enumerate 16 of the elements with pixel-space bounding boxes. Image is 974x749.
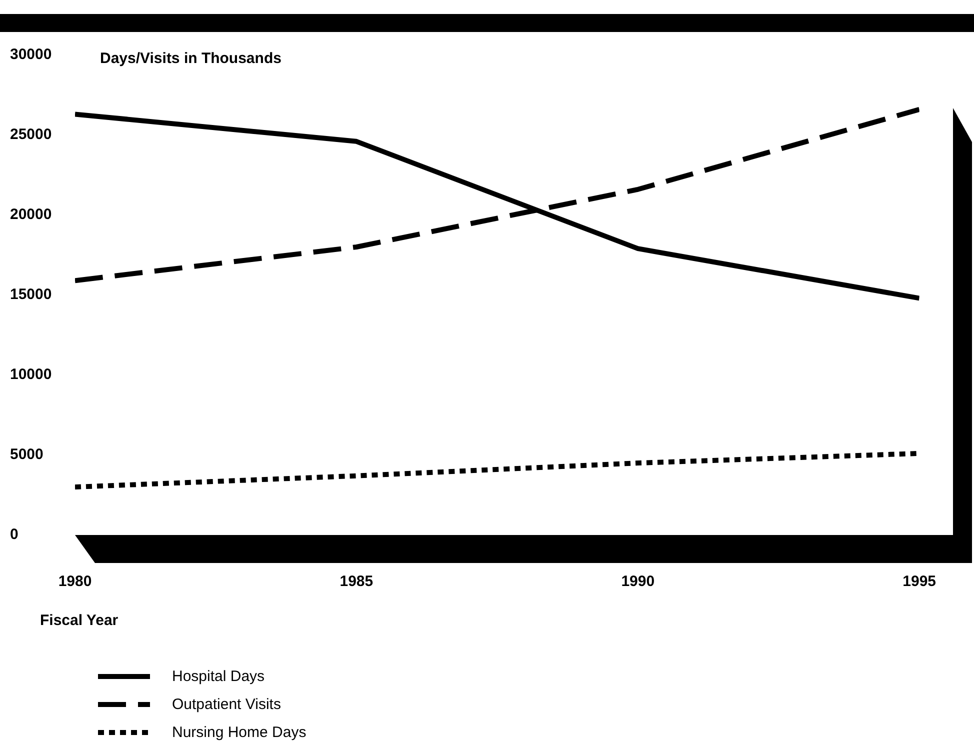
y-tick-label: 30000	[10, 46, 52, 64]
y-tick-label: 0	[10, 526, 18, 544]
x-tick-label: 1990	[621, 573, 655, 590]
legend-label: Outpatient Visits	[172, 696, 281, 712]
legend-label: Hospital Days	[172, 668, 265, 684]
x-tick-label: 1995	[902, 573, 936, 590]
x-tick-label: 1980	[58, 573, 92, 590]
y-tick-label: 5000	[10, 446, 44, 464]
y-tick-label: 20000	[10, 206, 52, 224]
legend-label: Nursing Home Days	[172, 724, 306, 740]
y-tick-label: 25000	[10, 126, 52, 144]
x-axis-title: Fiscal Year	[40, 612, 118, 629]
y-tick-label: 10000	[10, 366, 52, 384]
y-axis-title: Days/Visits in Thousands	[100, 50, 282, 67]
y-tick-label: 15000	[10, 286, 52, 304]
x-tick-label: 1985	[340, 573, 374, 590]
